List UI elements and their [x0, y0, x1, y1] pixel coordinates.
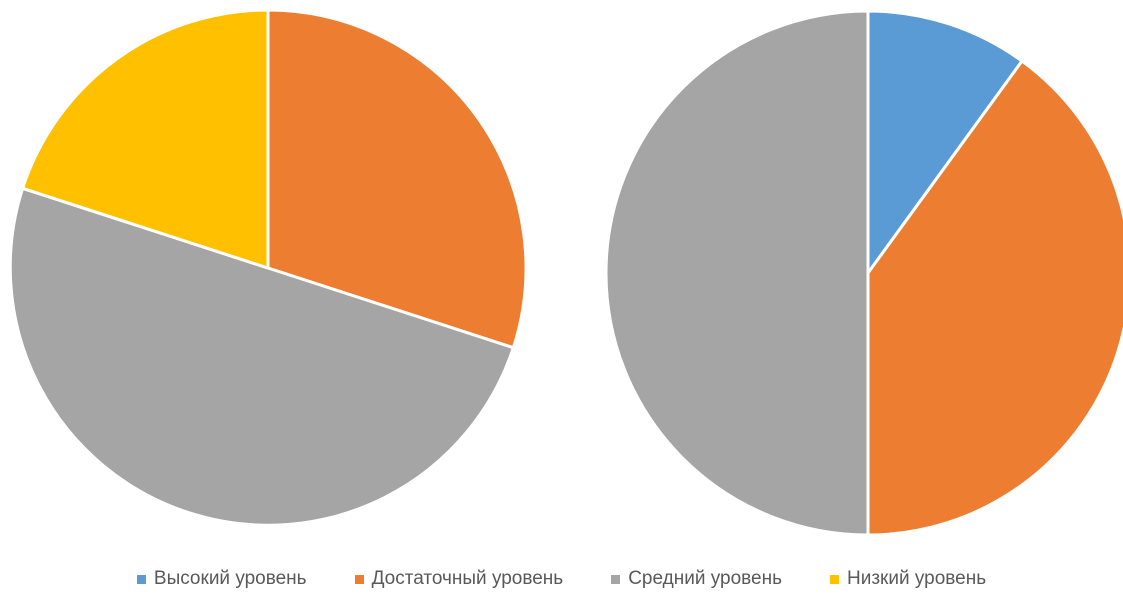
- pie-chart-left: [8, 8, 528, 527]
- pie-0-slice-low: [21, 8, 270, 270]
- legend: Высокий уровень Достаточный уровень Сред…: [0, 566, 1123, 592]
- legend-item-medium: Средний уровень: [611, 568, 782, 590]
- pie-0-slice-medium: [8, 186, 515, 527]
- pie-chart-right: [604, 9, 1123, 537]
- pie-charts: [8, 8, 1123, 537]
- pie-1-slice-sufficient: [866, 59, 1123, 537]
- legend-item-high: Высокий уровень: [136, 568, 307, 590]
- legend-item-sufficient: Достаточный уровень: [354, 568, 564, 590]
- legend-swatch-sufficient: [354, 574, 364, 584]
- pie-0-slice-sufficient: [266, 8, 528, 350]
- legend-label-sufficient: Достаточный уровень: [371, 568, 564, 589]
- pie-1-slice-high: [866, 9, 1024, 275]
- legend-swatch-low: [829, 574, 839, 584]
- legend-label-medium: Средний уровень: [628, 568, 782, 589]
- legend-label-high: Высокий уровень: [153, 568, 307, 589]
- legend-label-low: Низкий уровень: [846, 568, 987, 589]
- legend-swatch-medium: [611, 574, 621, 584]
- legend-item-low: Низкий уровень: [829, 568, 987, 590]
- pie-1-slice-medium: [604, 9, 870, 537]
- legend-swatch-high: [136, 574, 146, 584]
